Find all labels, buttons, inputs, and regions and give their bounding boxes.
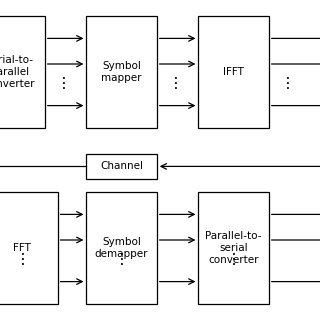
Text: IFFT: IFFT — [223, 67, 244, 77]
Text: FFT: FFT — [13, 243, 31, 253]
Text: ⋮: ⋮ — [226, 252, 242, 267]
FancyBboxPatch shape — [86, 16, 157, 128]
Text: ⋮: ⋮ — [168, 76, 184, 91]
FancyBboxPatch shape — [86, 154, 157, 179]
Text: ⋮: ⋮ — [280, 76, 296, 91]
FancyBboxPatch shape — [0, 192, 58, 304]
FancyBboxPatch shape — [86, 192, 157, 304]
FancyBboxPatch shape — [198, 16, 269, 128]
Text: Serial-to-
parallel
converter: Serial-to- parallel converter — [0, 55, 35, 89]
Text: ⋮: ⋮ — [56, 76, 72, 91]
Text: Symbol
mapper: Symbol mapper — [101, 61, 142, 83]
Text: Symbol
demapper: Symbol demapper — [95, 237, 148, 259]
Text: Parallel-to-
serial
converter: Parallel-to- serial converter — [205, 231, 262, 265]
Text: ⋮: ⋮ — [14, 252, 30, 267]
Text: ⋮: ⋮ — [114, 252, 130, 267]
FancyBboxPatch shape — [198, 192, 269, 304]
Text: Channel: Channel — [100, 161, 143, 172]
FancyBboxPatch shape — [0, 16, 45, 128]
